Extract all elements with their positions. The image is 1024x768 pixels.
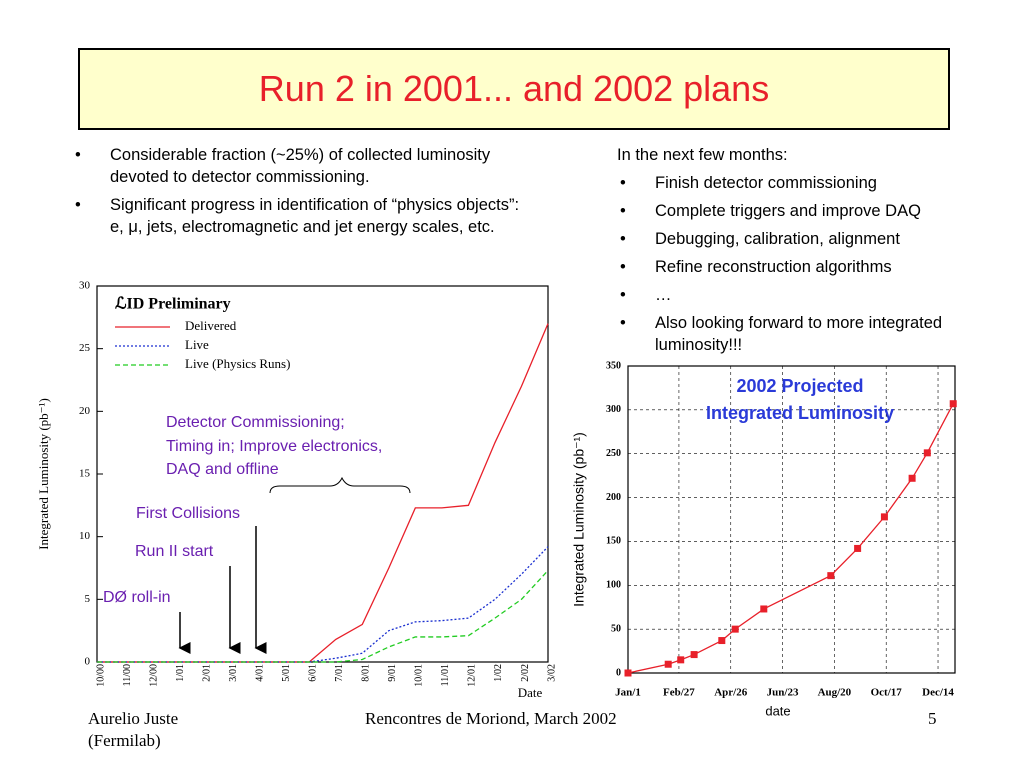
x-tick-label: 1/01: [175, 664, 186, 682]
x-tick-label: 6/01: [308, 664, 319, 682]
series-line: [97, 323, 549, 663]
series-line: [97, 546, 549, 663]
y-tick-label: 15: [79, 468, 91, 480]
left-text: Considerable fraction (~25%) of collecte…: [75, 144, 525, 244]
legend-label: Live: [185, 337, 209, 352]
y-tick-label: 30: [79, 280, 91, 292]
legend-label: Delivered: [185, 318, 237, 333]
bullet: Finish detector commissioning: [620, 172, 1000, 194]
author: Aurelio Juste: [88, 709, 179, 728]
y-tick-label: 5: [85, 593, 91, 605]
data-point: [880, 513, 888, 521]
x-tick-label: 1/02: [493, 664, 504, 682]
slide-title: Run 2 in 2001... and 2002 plans: [258, 68, 770, 109]
x-tick-label: 2/02: [520, 664, 531, 682]
right-text: In the next few months: Finish detector …: [617, 144, 997, 362]
y-tick-label: 350: [606, 360, 621, 371]
y-axis-label: Integrated Luminosity (pb⁻¹): [571, 432, 587, 607]
y-tick-label: 100: [606, 580, 621, 591]
x-tick-label: Apr/26: [714, 687, 748, 699]
series-line: [627, 403, 954, 674]
y-tick-label: 150: [606, 536, 621, 547]
footer-author: Aurelio Juste (Fermilab): [88, 708, 178, 752]
y-tick-label: 25: [79, 342, 91, 354]
data-point: [854, 544, 862, 552]
annotation: First Collisions: [136, 505, 240, 522]
annotation: DØ roll-in: [103, 589, 171, 606]
x-tick-label: 3/01: [228, 664, 239, 682]
x-tick-label: 10/00: [95, 664, 106, 687]
data-point: [690, 651, 698, 659]
x-tick-label: 9/01: [387, 664, 398, 682]
bullet: Debugging, calibration, alignment: [620, 228, 1000, 250]
x-tick-label: 5/01: [281, 664, 292, 682]
x-tick-label: 4/01: [254, 664, 265, 682]
y-tick-label: 0: [85, 656, 91, 668]
chart-title: 2002 Projected: [736, 376, 863, 396]
data-point: [624, 669, 632, 677]
x-tick-label: 11/01: [440, 664, 451, 686]
data-point: [718, 637, 726, 645]
y-tick-label: 50: [611, 623, 621, 634]
series-line: [97, 570, 549, 663]
data-point: [664, 660, 672, 668]
legend-label: Live (Physics Runs): [185, 356, 290, 371]
x-tick-label: Oct/17: [871, 687, 903, 699]
footer-event: Rencontres de Moriond, March 2002: [365, 709, 617, 728]
bullet: Significant progress in identification o…: [75, 194, 525, 238]
bullet: …: [620, 284, 1000, 306]
bullet: Considerable fraction (~25%) of collecte…: [75, 144, 525, 188]
data-point: [760, 605, 768, 613]
x-tick-label: 3/02: [546, 664, 557, 682]
annotation: Timing in; Improve electronics,: [166, 438, 382, 455]
y-tick-label: 0: [616, 667, 621, 678]
x-tick-label: Jun/23: [767, 687, 799, 699]
data-point: [827, 572, 835, 580]
annotation: Run II start: [135, 543, 214, 560]
title-box: Run 2 in 2001... and 2002 plans: [78, 48, 950, 130]
y-axis-label: Integrated Luminosity (pb⁻¹): [36, 398, 51, 550]
x-tick-label: Feb/27: [663, 687, 695, 699]
x-tick-label: 2/01: [201, 664, 212, 682]
x-tick-label: 12/00: [148, 664, 159, 687]
y-tick-label: 300: [606, 404, 621, 415]
legend-title: ℒID Preliminary: [115, 296, 231, 313]
intro: In the next few months:: [617, 146, 788, 164]
x-tick-label: Jan/1: [615, 687, 641, 699]
x-axis-label: date: [765, 703, 790, 718]
chart-title: Integrated Luminosity: [706, 403, 894, 423]
affiliation: (Fermilab): [88, 731, 161, 750]
x-tick-label: Aug/20: [818, 687, 852, 699]
y-tick-label: 200: [606, 492, 621, 503]
y-tick-label: 10: [79, 530, 91, 542]
x-tick-label: 7/01: [334, 664, 345, 682]
bullet: Complete triggers and improve DAQ: [620, 200, 1000, 222]
data-point: [923, 449, 931, 457]
annotation: Detector Commissioning;: [166, 414, 345, 431]
x-tick-label: 11/00: [122, 664, 133, 686]
page-number: 5: [928, 709, 937, 728]
y-tick-label: 250: [606, 448, 621, 459]
brace: [269, 476, 411, 494]
x-axis-label: Date: [518, 685, 543, 700]
annotation: DAQ and offline: [166, 461, 279, 478]
data-point: [731, 625, 739, 633]
bullet: Also looking forward to more integrated …: [620, 312, 955, 356]
bullet: Refine reconstruction algorithms: [620, 256, 1000, 278]
y-tick-label: 20: [79, 405, 91, 417]
x-tick-label: 10/01: [414, 664, 425, 687]
x-tick-label: 8/01: [361, 664, 372, 682]
data-point: [908, 474, 916, 482]
x-tick-label: Dec/14: [922, 687, 954, 699]
data-point: [949, 400, 957, 408]
x-tick-label: 12/01: [467, 664, 478, 687]
data-point: [677, 656, 685, 664]
